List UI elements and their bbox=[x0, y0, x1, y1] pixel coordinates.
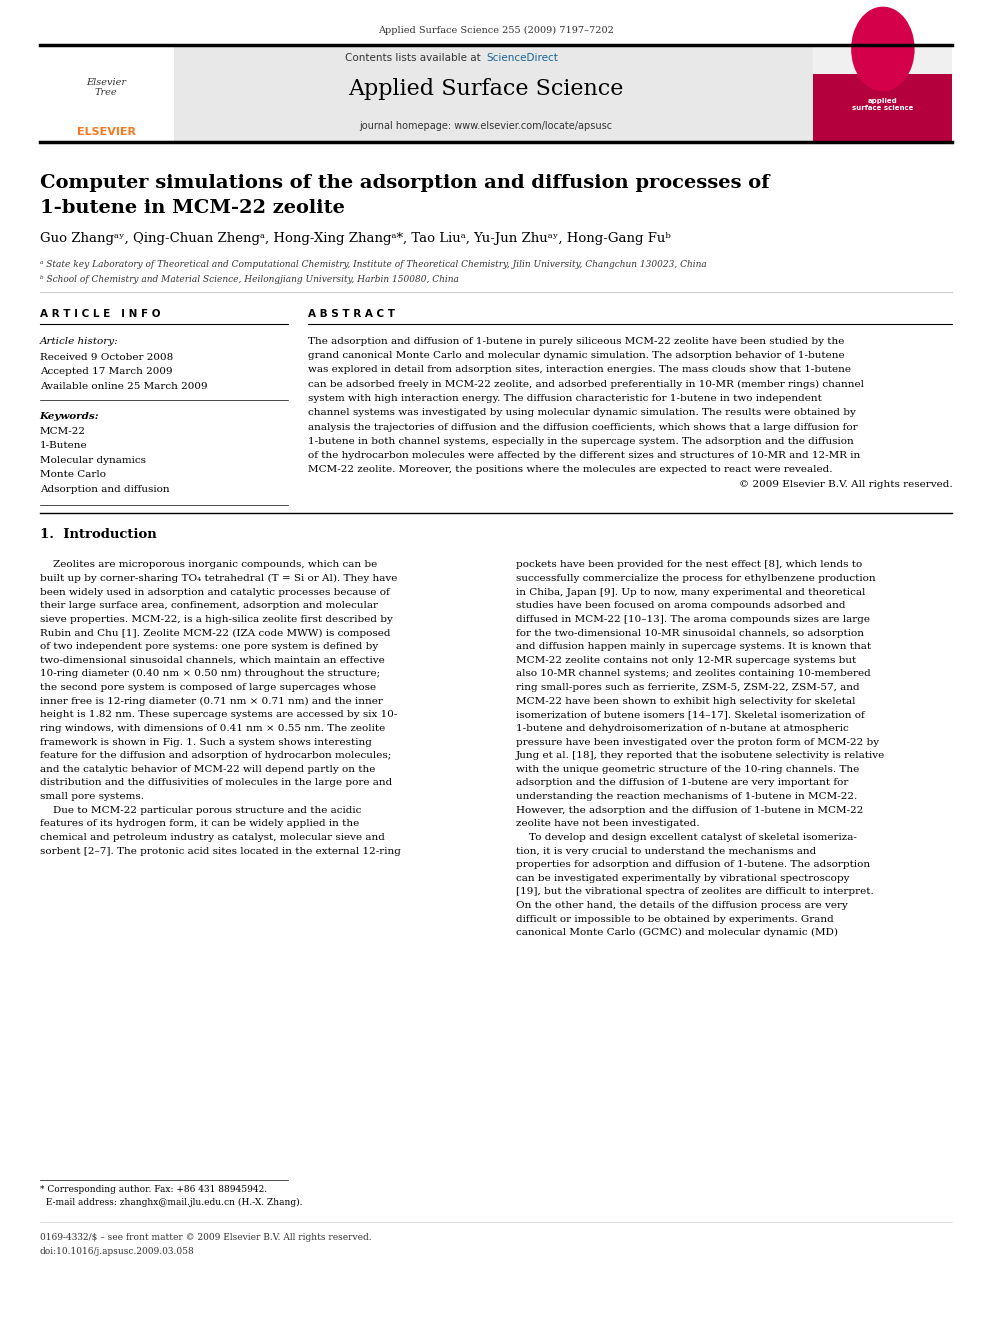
Text: ᵃ State key Laboratory of Theoretical and Computational Chemistry, Institute of : ᵃ State key Laboratory of Theoretical an… bbox=[40, 261, 706, 269]
Text: been widely used in adsorption and catalytic processes because of: been widely used in adsorption and catal… bbox=[40, 587, 390, 597]
Text: sorbent [2–7]. The protonic acid sites located in the external 12-ring: sorbent [2–7]. The protonic acid sites l… bbox=[40, 847, 401, 856]
Text: Article history:: Article history: bbox=[40, 337, 118, 345]
Text: properties for adsorption and diffusion of 1-butene. The adsorption: properties for adsorption and diffusion … bbox=[516, 860, 870, 869]
Text: the second pore system is composed of large supercages whose: the second pore system is composed of la… bbox=[40, 683, 376, 692]
Text: * Corresponding author. Fax: +86 431 88945942.: * Corresponding author. Fax: +86 431 889… bbox=[40, 1185, 267, 1193]
FancyBboxPatch shape bbox=[813, 45, 952, 74]
Text: framework is shown in Fig. 1. Such a system shows interesting: framework is shown in Fig. 1. Such a sys… bbox=[40, 737, 372, 746]
Text: A R T I C L E   I N F O: A R T I C L E I N F O bbox=[40, 308, 160, 319]
Text: A B S T R A C T: A B S T R A C T bbox=[308, 308, 395, 319]
Text: sieve properties. MCM-22, is a high-silica zeolite first described by: sieve properties. MCM-22, is a high-sili… bbox=[40, 615, 393, 624]
Text: small pore systems.: small pore systems. bbox=[40, 792, 144, 802]
Text: Molecular dynamics: Molecular dynamics bbox=[40, 456, 146, 464]
Text: Applied Surface Science 255 (2009) 7197–7202: Applied Surface Science 255 (2009) 7197–… bbox=[378, 26, 614, 34]
Text: zeolite have not been investigated.: zeolite have not been investigated. bbox=[516, 819, 699, 828]
Text: and the catalytic behavior of MCM-22 will depend partly on the: and the catalytic behavior of MCM-22 wil… bbox=[40, 765, 375, 774]
Text: of the hydrocarbon molecules were affected by the different sizes and structures: of the hydrocarbon molecules were affect… bbox=[308, 451, 860, 460]
Text: in Chiba, Japan [9]. Up to now, many experimental and theoretical: in Chiba, Japan [9]. Up to now, many exp… bbox=[516, 587, 865, 597]
Text: two-dimensional sinusoidal channels, which maintain an effective: two-dimensional sinusoidal channels, whi… bbox=[40, 656, 385, 665]
Text: with the unique geometric structure of the 10-ring channels. The: with the unique geometric structure of t… bbox=[516, 765, 859, 774]
Text: On the other hand, the details of the diffusion process are very: On the other hand, the details of the di… bbox=[516, 901, 848, 910]
Wedge shape bbox=[851, 7, 915, 91]
Text: canonical Monte Carlo (GCMC) and molecular dynamic (MD): canonical Monte Carlo (GCMC) and molecul… bbox=[516, 929, 838, 938]
Text: 1-Butene: 1-Butene bbox=[40, 442, 87, 450]
Text: pockets have been provided for the nest effect [8], which lends to: pockets have been provided for the nest … bbox=[516, 561, 862, 569]
Text: chemical and petroleum industry as catalyst, molecular sieve and: chemical and petroleum industry as catal… bbox=[40, 833, 385, 841]
Text: isomerization of butene isomers [14–17]. Skeletal isomerization of: isomerization of butene isomers [14–17].… bbox=[516, 710, 865, 720]
Text: © 2009 Elsevier B.V. All rights reserved.: © 2009 Elsevier B.V. All rights reserved… bbox=[739, 480, 952, 488]
Text: diffused in MCM-22 [10–13]. The aroma compounds sizes are large: diffused in MCM-22 [10–13]. The aroma co… bbox=[516, 615, 870, 624]
Text: can be adsorbed freely in MCM-22 zeolite, and adsorbed preferentially in 10-MR (: can be adsorbed freely in MCM-22 zeolite… bbox=[308, 380, 863, 389]
Text: 1-butene in both channel systems, especially in the supercage system. The adsorp: 1-butene in both channel systems, especi… bbox=[308, 437, 853, 446]
Text: doi:10.1016/j.apsusc.2009.03.058: doi:10.1016/j.apsusc.2009.03.058 bbox=[40, 1248, 194, 1256]
Text: difficult or impossible to be obtained by experiments. Grand: difficult or impossible to be obtained b… bbox=[516, 914, 833, 923]
Text: tion, it is very crucial to understand the mechanisms and: tion, it is very crucial to understand t… bbox=[516, 847, 816, 856]
Text: their large surface area, confinement, adsorption and molecular: their large surface area, confinement, a… bbox=[40, 601, 378, 610]
Text: 1-butene and dehydroisomerization of n-butane at atmospheric: 1-butene and dehydroisomerization of n-b… bbox=[516, 724, 848, 733]
Text: ring small-pores such as ferrierite, ZSM-5, ZSM-22, ZSM-57, and: ring small-pores such as ferrierite, ZSM… bbox=[516, 683, 859, 692]
Text: [19], but the vibrational spectra of zeolites are difficult to interpret.: [19], but the vibrational spectra of zeo… bbox=[516, 888, 874, 897]
Text: for the two-dimensional 10-MR sinusoidal channels, so adsorption: for the two-dimensional 10-MR sinusoidal… bbox=[516, 628, 864, 638]
Text: height is 1.82 nm. These supercage systems are accessed by six 10-: height is 1.82 nm. These supercage syste… bbox=[40, 710, 397, 720]
Text: channel systems was investigated by using molecular dynamic simulation. The resu: channel systems was investigated by usin… bbox=[308, 409, 855, 417]
Text: Contents lists available at: Contents lists available at bbox=[345, 53, 484, 64]
FancyBboxPatch shape bbox=[40, 45, 174, 142]
Text: built up by corner-sharing TO₄ tetrahedral (T = Si or Al). They have: built up by corner-sharing TO₄ tetrahedr… bbox=[40, 574, 397, 583]
Text: However, the adsorption and the diffusion of 1-butene in MCM-22: However, the adsorption and the diffusio… bbox=[516, 806, 863, 815]
Text: pressure have been investigated over the proton form of MCM-22 by: pressure have been investigated over the… bbox=[516, 737, 879, 746]
Text: Due to MCM-22 particular porous structure and the acidic: Due to MCM-22 particular porous structur… bbox=[40, 806, 361, 815]
Text: can be investigated experimentally by vibrational spectroscopy: can be investigated experimentally by vi… bbox=[516, 873, 849, 882]
Text: adsorption and the diffusion of 1-butene are very important for: adsorption and the diffusion of 1-butene… bbox=[516, 778, 848, 787]
Text: ELSEVIER: ELSEVIER bbox=[76, 127, 136, 138]
Text: Rubin and Chu [1]. Zeolite MCM-22 (IZA code MWW) is composed: Rubin and Chu [1]. Zeolite MCM-22 (IZA c… bbox=[40, 628, 390, 638]
Text: Jung et al. [18], they reported that the isobutene selectivity is relative: Jung et al. [18], they reported that the… bbox=[516, 751, 885, 761]
Text: ᵇ School of Chemistry and Material Science, Heilongjiang University, Harbin 1500: ᵇ School of Chemistry and Material Scien… bbox=[40, 275, 458, 283]
Text: distribution and the diffusivities of molecules in the large pore and: distribution and the diffusivities of mo… bbox=[40, 778, 392, 787]
Text: Keywords:: Keywords: bbox=[40, 413, 99, 421]
Text: Guo Zhangᵃʸ, Qing-Chuan Zhengᵃ, Hong-Xing Zhangᵃ*, Tao Liuᵃ, Yu-Jun Zhuᵃʸ, Hong-: Guo Zhangᵃʸ, Qing-Chuan Zhengᵃ, Hong-Xin… bbox=[40, 232, 671, 245]
Text: understanding the reaction mechanisms of 1-butene in MCM-22.: understanding the reaction mechanisms of… bbox=[516, 792, 857, 802]
Text: applied
surface science: applied surface science bbox=[852, 98, 914, 111]
Text: Applied Surface Science: Applied Surface Science bbox=[348, 78, 624, 99]
Text: 1-butene in MCM-22 zeolite: 1-butene in MCM-22 zeolite bbox=[40, 198, 344, 217]
Text: The adsorption and diffusion of 1-butene in purely siliceous MCM-22 zeolite have: The adsorption and diffusion of 1-butene… bbox=[308, 337, 844, 345]
Text: Available online 25 March 2009: Available online 25 March 2009 bbox=[40, 382, 207, 390]
Text: MCM-22 zeolite contains not only 12-MR supercage systems but: MCM-22 zeolite contains not only 12-MR s… bbox=[516, 656, 856, 665]
Text: analysis the trajectories of diffusion and the diffusion coefficients, which sho: analysis the trajectories of diffusion a… bbox=[308, 422, 857, 431]
Text: 0169-4332/$ – see front matter © 2009 Elsevier B.V. All rights reserved.: 0169-4332/$ – see front matter © 2009 El… bbox=[40, 1233, 371, 1241]
Text: MCM-22 zeolite. Moreover, the positions where the molecules are expected to reac: MCM-22 zeolite. Moreover, the positions … bbox=[308, 466, 832, 475]
Text: ScienceDirect: ScienceDirect bbox=[486, 53, 558, 64]
Text: also 10-MR channel systems; and zeolites containing 10-membered: also 10-MR channel systems; and zeolites… bbox=[516, 669, 871, 679]
Text: grand canonical Monte Carlo and molecular dynamic simulation. The adsorption beh: grand canonical Monte Carlo and molecula… bbox=[308, 351, 844, 360]
Text: of two independent pore systems: one pore system is defined by: of two independent pore systems: one por… bbox=[40, 642, 378, 651]
Text: and diffusion happen mainly in supercage systems. It is known that: and diffusion happen mainly in supercage… bbox=[516, 642, 871, 651]
Text: 10-ring diameter (0.40 nm × 0.50 nm) throughout the structure;: 10-ring diameter (0.40 nm × 0.50 nm) thr… bbox=[40, 669, 380, 679]
Text: E-mail address: zhanghx@mail.jlu.edu.cn (H.-X. Zhang).: E-mail address: zhanghx@mail.jlu.edu.cn … bbox=[40, 1199, 303, 1207]
Text: 1.  Introduction: 1. Introduction bbox=[40, 528, 157, 541]
Text: successfully commercialize the process for ethylbenzene production: successfully commercialize the process f… bbox=[516, 574, 876, 583]
Text: feature for the diffusion and adsorption of hydrocarbon molecules;: feature for the diffusion and adsorption… bbox=[40, 751, 391, 761]
Text: Adsorption and diffusion: Adsorption and diffusion bbox=[40, 486, 170, 493]
Text: inner free is 12-ring diameter (0.71 nm × 0.71 nm) and the inner: inner free is 12-ring diameter (0.71 nm … bbox=[40, 697, 383, 705]
Text: Received 9 October 2008: Received 9 October 2008 bbox=[40, 353, 173, 361]
Text: Accepted 17 March 2009: Accepted 17 March 2009 bbox=[40, 368, 173, 376]
Text: studies have been focused on aroma compounds adsorbed and: studies have been focused on aroma compo… bbox=[516, 601, 845, 610]
Text: Monte Carlo: Monte Carlo bbox=[40, 471, 106, 479]
Text: To develop and design excellent catalyst of skeletal isomeriza-: To develop and design excellent catalyst… bbox=[516, 833, 857, 841]
Text: Elsevier
Tree: Elsevier Tree bbox=[86, 78, 126, 97]
Text: Computer simulations of the adsorption and diffusion processes of: Computer simulations of the adsorption a… bbox=[40, 173, 769, 192]
Text: MCM-22: MCM-22 bbox=[40, 427, 85, 435]
Text: Zeolites are microporous inorganic compounds, which can be: Zeolites are microporous inorganic compo… bbox=[40, 561, 377, 569]
FancyBboxPatch shape bbox=[174, 45, 813, 142]
Text: MCM-22 have been shown to exhibit high selectivity for skeletal: MCM-22 have been shown to exhibit high s… bbox=[516, 697, 855, 705]
Text: journal homepage: www.elsevier.com/locate/apsusc: journal homepage: www.elsevier.com/locat… bbox=[359, 120, 613, 131]
Text: features of its hydrogen form, it can be widely applied in the: features of its hydrogen form, it can be… bbox=[40, 819, 359, 828]
Text: was explored in detail from adsorption sites, interaction energies. The mass clo: was explored in detail from adsorption s… bbox=[308, 365, 850, 374]
FancyBboxPatch shape bbox=[813, 45, 952, 142]
Text: ring windows, with dimensions of 0.41 nm × 0.55 nm. The zeolite: ring windows, with dimensions of 0.41 nm… bbox=[40, 724, 385, 733]
Text: system with high interaction energy. The diffusion characteristic for 1-butene i: system with high interaction energy. The… bbox=[308, 394, 821, 404]
